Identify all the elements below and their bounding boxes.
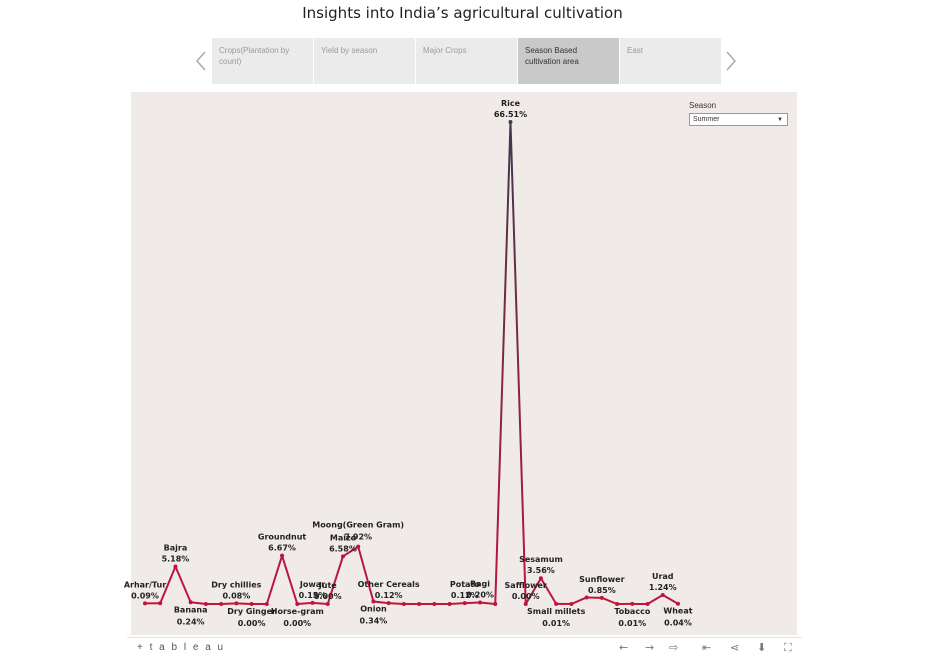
tab-major-crops[interactable]: Major Crops — [416, 38, 517, 84]
season-filter-select[interactable]: Summer ▼ — [689, 113, 788, 126]
chart-area — [131, 92, 797, 635]
reset-icon[interactable]: ⇤ — [702, 641, 712, 654]
tab-crops-plantation[interactable]: Crops(Plantation by count) — [212, 38, 313, 84]
next-arrow-icon[interactable] — [721, 50, 739, 72]
download-icon[interactable]: ⬇ — [757, 641, 767, 654]
tab-yield-by-season[interactable]: Yield by season — [314, 38, 415, 84]
share-icon[interactable]: ⋖ — [730, 641, 740, 654]
redo-icon[interactable]: → — [645, 641, 655, 654]
tableau-toolbar: + t a b l e a u ← → ⇨ ⇤ ⋖ ⬇ ⛶ — [127, 637, 802, 657]
page-title: Insights into India’s agricultural culti… — [302, 4, 623, 22]
undo-icon[interactable]: ← — [619, 641, 629, 654]
prev-arrow-icon[interactable] — [193, 50, 211, 72]
tableau-logo: + t a b l e a u — [137, 642, 226, 653]
tab-season-based[interactable]: Season Based cultivation area — [518, 38, 619, 84]
season-filter-value: Summer — [693, 116, 720, 123]
revert-icon[interactable]: ⇨ — [669, 641, 679, 654]
season-filter-label: Season — [689, 101, 717, 110]
fullscreen-icon[interactable]: ⛶ — [784, 641, 792, 654]
tab-east[interactable]: East — [620, 38, 721, 84]
story-tabs: Crops(Plantation by count) Yield by seas… — [212, 38, 722, 84]
chevron-down-icon: ▼ — [777, 117, 783, 123]
